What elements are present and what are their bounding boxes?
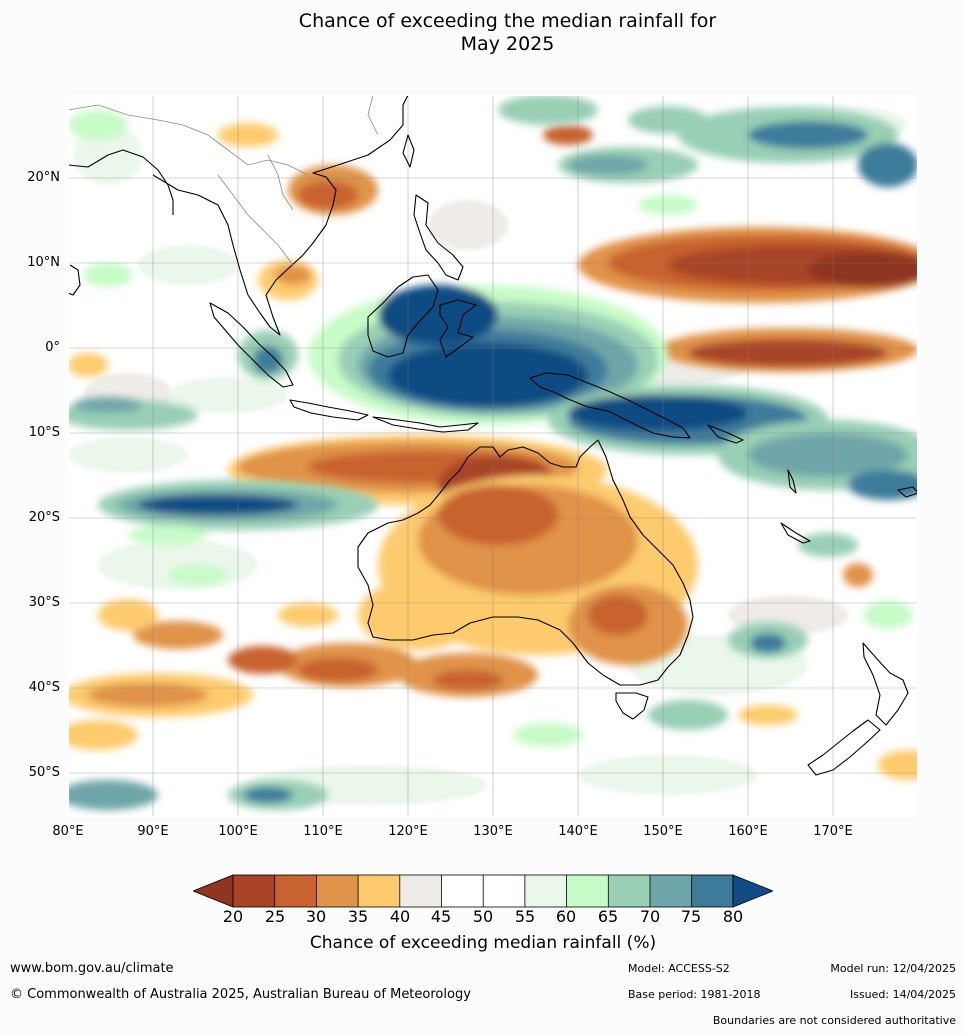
lat-label-30s: 30°S (28, 595, 60, 610)
lon-label-110e: 110°E (303, 824, 343, 839)
sri-lanka-coastline (68, 264, 81, 296)
colorbar-bin-60-65 (566, 875, 609, 907)
lon-label-80e: 80°E (52, 824, 84, 839)
lon-label-100e: 100°E (218, 824, 258, 839)
lesser-sunda-coastline (372, 416, 479, 433)
colorbar-high-arrow (732, 874, 775, 908)
lat-label-50s: 50°S (28, 765, 60, 780)
new-guinea-coastline (529, 372, 691, 439)
sulawesi-coastline (439, 299, 477, 358)
colorbar-tick-55: 55 (514, 907, 536, 926)
colorbar-bin-50-55 (483, 875, 525, 907)
new-zealand-north-coastline (862, 642, 909, 726)
lat-label-10s: 10°S (28, 425, 60, 440)
lon-label-90e: 90°E (137, 824, 169, 839)
solomon-coastline (707, 424, 744, 444)
colorbar-tick-70: 70 (639, 907, 661, 926)
sumatra-coastline (209, 302, 294, 388)
colorbar-tick-75: 75 (680, 907, 702, 926)
india-coastline (68, 149, 174, 215)
new-zealand-south-coastline (807, 719, 881, 776)
base-period: Base period: 1981-2018 (628, 988, 761, 1001)
model-run-date: Model run: 12/04/2025 (830, 962, 956, 975)
java-coastline (289, 399, 369, 421)
colorbar-bin-40-45 (399, 875, 442, 907)
colorbar-label: Chance of exceeding median rainfall (%) (309, 933, 657, 953)
map-title-line2: May 2025 (460, 33, 555, 55)
colorbar-bin-35-40 (358, 875, 400, 907)
colorbar-bin-25-30 (274, 875, 317, 907)
website-link[interactable]: www.bom.gov.au/climate (10, 961, 174, 976)
copyright-text: © Commonwealth of Australia 2025, Austra… (10, 987, 471, 1002)
issued-date: Issued: 14/04/2025 (849, 988, 956, 1001)
colorbar-tick-45: 45 (430, 907, 452, 926)
lon-label-160e: 160°E (728, 824, 768, 839)
taiwan-coastline (402, 134, 415, 168)
graticule (68, 95, 918, 817)
colorbar-tick-60: 60 (555, 907, 577, 926)
rainfall-map (68, 95, 918, 817)
se-asia-coastline (152, 95, 409, 336)
model-name: Model: ACCESS-S2 (628, 962, 730, 975)
colorbar-tick-40: 40 (389, 907, 411, 926)
rainfall-map-canvas (68, 95, 918, 817)
colorbar-bin-70-75 (650, 875, 692, 907)
colorbar-bin-55-60 (524, 875, 567, 907)
colorbar-outline (232, 874, 734, 908)
colorbar (191, 874, 775, 908)
australia-coastline (357, 439, 694, 686)
colorbar-bin-65-70 (608, 875, 650, 907)
colorbar-tick-25: 25 (264, 907, 286, 926)
borneo-coastline (367, 274, 439, 358)
lat-label-20s: 20°S (28, 510, 60, 525)
lon-label-150e: 150°E (643, 824, 683, 839)
colorbar-graphic (191, 874, 775, 908)
lat-label-0: 0° (45, 340, 60, 355)
tasmania-coastline (615, 692, 649, 720)
map-title: Chance of exceeding the median rainfall … (0, 10, 965, 56)
map-title-line1: Chance of exceeding the median rainfall … (298, 10, 717, 32)
lat-label-10n: 10°N (27, 255, 60, 270)
colorbar-tick-35: 35 (347, 907, 369, 926)
colorbar-bin-75-80 (691, 875, 733, 907)
lon-label-170e: 170°E (813, 824, 853, 839)
map-frame (68, 95, 918, 817)
colorbar-bin-30-35 (316, 875, 359, 907)
coastlines (68, 95, 918, 776)
fiji-coastline (897, 486, 918, 498)
philippines-coastline (413, 194, 464, 281)
colorbar-tick-65: 65 (597, 907, 619, 926)
lon-label-140e: 140°E (558, 824, 598, 839)
country-borders (68, 95, 379, 266)
colorbar-tick-30: 30 (305, 907, 327, 926)
lat-label-40s: 40°S (28, 680, 60, 695)
lon-label-130e: 130°E (473, 824, 513, 839)
colorbar-tick-50: 50 (472, 907, 494, 926)
colorbar-bin-45-50 (441, 875, 484, 907)
vanuatu-coastline (787, 469, 797, 494)
colorbar-dividers (274, 875, 693, 907)
new-caledonia-coastline (780, 522, 811, 544)
colorbar-tick-80: 80 (722, 907, 744, 926)
lat-label-20n: 20°N (27, 170, 60, 185)
colorbar-tick-20: 20 (222, 907, 244, 926)
colorbar-bin-20-25 (233, 875, 275, 907)
colorbar-low-arrow (191, 874, 234, 908)
lon-label-120e: 120°E (388, 824, 428, 839)
boundaries-disclaimer: Boundaries are not considered authoritat… (712, 1014, 956, 1027)
